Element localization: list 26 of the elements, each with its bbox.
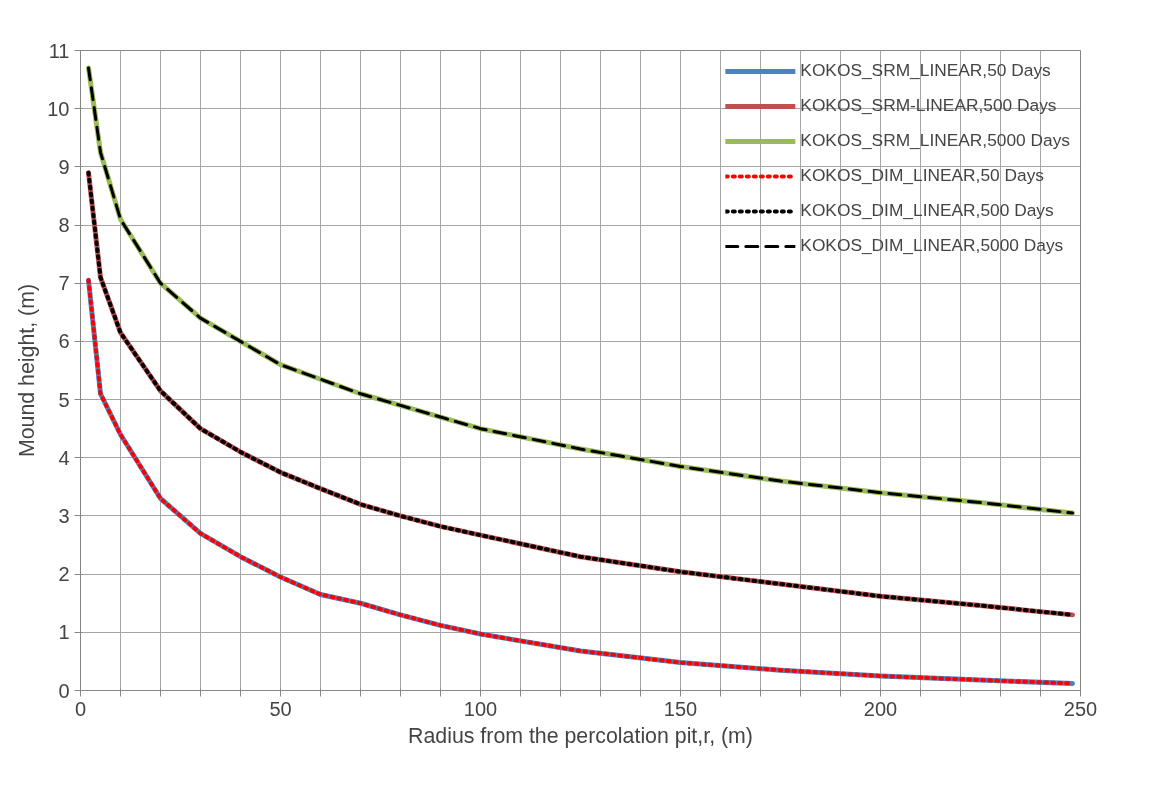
x-tick-label: 0 (74, 697, 87, 720)
legend-label: KOKOS_SRM_LINEAR,50 Days (800, 60, 1051, 81)
y-tick-label: 6 (58, 330, 70, 353)
y-tick-label: 5 (58, 388, 70, 411)
legend-label: KOKOS_SRM-LINEAR,500 Days (800, 95, 1057, 116)
y-tick-label: 1 (58, 621, 70, 644)
y-tick-label: 7 (58, 272, 70, 295)
legend-label: KOKOS_DIM_LINEAR,5000 Days (800, 235, 1064, 256)
y-tick-label: 3 (58, 504, 70, 527)
legend-label: KOKOS_DIM_LINEAR,500 Days (800, 200, 1054, 221)
y-tick-label: 4 (58, 446, 70, 469)
y-tick-label: 2 (58, 563, 70, 586)
x-axis-title: Radius from the percolation pit,r, (m) (408, 723, 753, 748)
x-tick-label: 150 (663, 697, 698, 720)
x-tick-label: 250 (1063, 697, 1098, 720)
x-tick-label: 50 (269, 697, 292, 720)
y-tick-label: 0 (58, 679, 70, 702)
y-tick-label: 8 (58, 214, 70, 237)
y-tick-label: 11 (48, 39, 70, 62)
y-tick-label: 9 (58, 155, 70, 178)
x-tick-label: 100 (463, 697, 498, 720)
y-axis-title: Mound height, (m) (15, 283, 40, 458)
y-tick-label: 10 (47, 97, 70, 120)
legend-label: KOKOS_SRM_LINEAR,5000 Days (800, 130, 1070, 151)
legend-label: KOKOS_DIM_LINEAR,50 Days (800, 165, 1044, 186)
x-tick-label: 200 (863, 697, 898, 720)
